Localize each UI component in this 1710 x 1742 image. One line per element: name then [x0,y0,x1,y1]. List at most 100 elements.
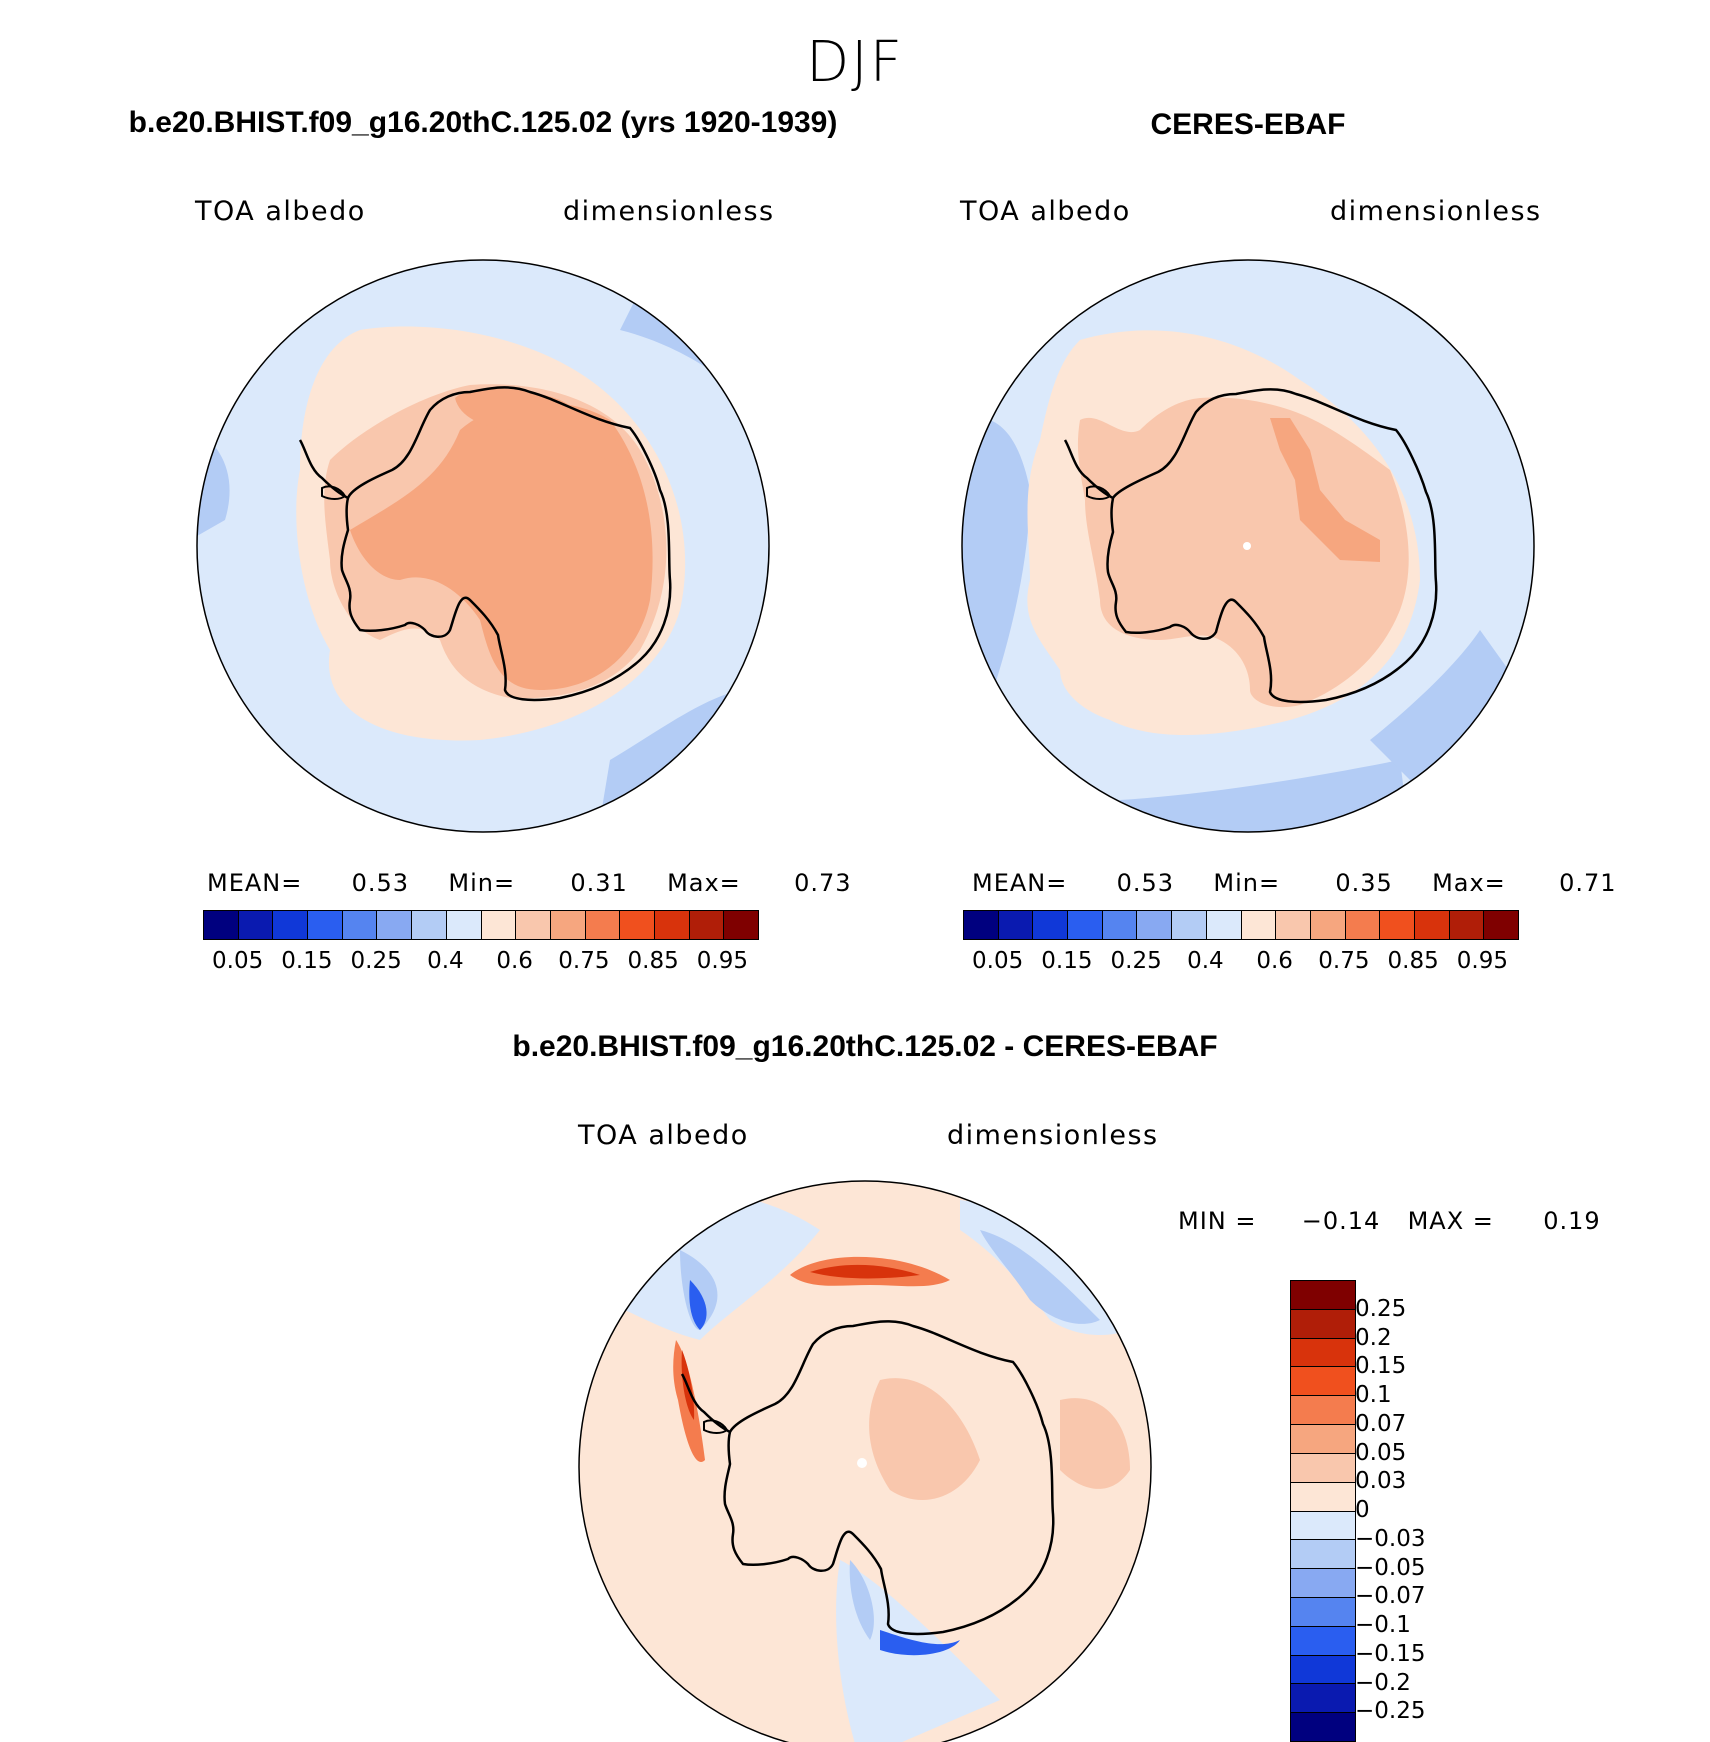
diff-colorbar-tick-label: 0.25 [1355,1295,1407,1322]
right-colorbar [963,910,1519,940]
left-colorbar-tick-label: 0.6 [496,948,533,974]
diff-colorbar-tick-label: −0.15 [1355,1640,1426,1667]
diff-colorbar-swatch [1291,1281,1355,1310]
right-colorbar-labels: 0.05 0.15 0.25 0.4 0.6 0.75 0.85 0.95 [963,948,1519,978]
right-colorbar-swatch [1380,911,1415,939]
right-colorbar-tick-label: 0.95 [1456,948,1508,974]
diff-colorbar-swatch [1291,1338,1355,1368]
right-colorbar-tick-label: 0.85 [1387,948,1439,974]
diff-colorbar-tick-label: 0.07 [1355,1410,1407,1437]
right-min-label: Min= [1213,869,1281,897]
left-colorbar-tick-label: 0.75 [558,948,610,974]
diff-panel-title: b.e20.BHIST.f09_g16.20thC.125.02 - CERES… [512,1030,1218,1063]
diff-colorbar-swatch [1291,1511,1355,1541]
left-colorbar-tick-label: 0.05 [212,948,264,974]
diff-colorbar-tick-label: 0 [1355,1497,1370,1523]
left-colorbar-tick-label: 0.95 [696,948,748,974]
diff-colorbar-swatch [1291,1540,1355,1570]
left-colorbar-swatch [620,911,655,939]
left-colorbar-swatch [446,911,482,939]
right-mean-value: 0.53 [1116,869,1175,897]
main-title: DJF [806,30,904,95]
left-colorbar-swatch [550,911,586,939]
diff-var-label: TOA albedo [578,1120,749,1151]
left-colorbar [203,910,759,940]
diff-colorbar-tick-label: 0.05 [1355,1439,1407,1466]
left-colorbar-swatch [412,911,447,939]
left-colorbar-swatch [516,911,551,939]
right-units-label: dimensionless [1330,196,1542,227]
left-max-label: Max= [667,869,741,897]
right-colorbar-swatch [1241,911,1277,939]
left-colorbar-swatch [585,911,621,939]
left-colorbar-swatch [204,911,239,939]
diff-max-value: 0.19 [1543,1207,1601,1235]
diff-colorbar-swatch [1291,1655,1355,1685]
left-colorbar-swatch [481,911,517,939]
diff-colorbar-tick-label: −0.07 [1355,1583,1426,1610]
left-colorbar-tick-label: 0.4 [427,948,464,974]
diff-colorbar-tick-label: 0.15 [1355,1353,1407,1380]
left-colorbar-swatch [342,911,378,939]
right-var-label: TOA albedo [960,196,1131,227]
diff-colorbar-swatch [1291,1684,1355,1714]
diff-colorbar-swatch [1291,1425,1355,1454]
left-colorbar-swatch [377,911,413,939]
left-colorbar-swatch [724,911,758,939]
right-colorbar-swatch [998,911,1034,939]
diff-colorbar-tick-label: −0.1 [1355,1612,1411,1638]
right-colorbar-tick-label: 0.75 [1318,948,1370,974]
right-colorbar-swatch [1484,911,1518,939]
left-mean-label: MEAN= [207,869,303,897]
right-colorbar-tick-label: 0.15 [1041,948,1093,974]
right-colorbar-tick-label: 0.25 [1110,948,1162,974]
left-colorbar-tick-label: 0.25 [350,948,402,974]
right-colorbar-swatch [1102,911,1138,939]
right-colorbar-swatch [1137,911,1173,939]
right-colorbar-swatch [1449,911,1485,939]
diff-colorbar-tick-label: 0.2 [1355,1324,1392,1351]
left-stats: MEAN= 0.53 Min= 0.31 Max= 0.73 [207,869,852,897]
right-colorbar-swatch [1172,911,1207,939]
diff-colorbar-swatch [1291,1482,1355,1512]
diff-colorbar-swatch [1291,1309,1355,1339]
left-colorbar-labels: 0.05 0.15 0.25 0.4 0.6 0.75 0.85 0.95 [203,948,759,978]
right-mean-label: MEAN= [972,869,1068,897]
right-stats: MEAN= 0.53 Min= 0.35 Max= 0.71 [972,869,1617,897]
left-colorbar-tick-label: 0.15 [281,948,333,974]
diff-colorbar-tick-label: 0.1 [1355,1382,1392,1408]
diff-colorbar-tick-label: −0.2 [1355,1669,1411,1696]
left-max-value: 0.73 [794,869,852,897]
left-panel-title: b.e20.BHIST.f09_g16.20thC.125.02 (yrs 19… [128,106,838,139]
diff-colorbar-swatch [1291,1713,1355,1741]
right-panel-title: CERES-EBAF [1150,108,1346,141]
diff-max-label: MAX = [1407,1207,1494,1235]
diff-min-value: −0.14 [1301,1207,1381,1235]
diff-colorbar-tick-label: −0.25 [1355,1698,1426,1725]
diff-colorbar-swatch [1291,1626,1355,1656]
left-colorbar-swatch [689,911,725,939]
right-colorbar-swatch [1068,911,1103,939]
diff-stats: MIN = −0.14 MAX = 0.19 [1178,1207,1601,1235]
diff-colorbar-tick-label: −0.03 [1355,1525,1426,1552]
diff-colorbar-swatch [1291,1453,1355,1483]
left-var-label: TOA albedo [195,196,366,227]
right-min-value: 0.35 [1335,869,1393,897]
diff-min-label: MIN = [1178,1207,1257,1235]
left-colorbar-swatch [273,911,309,939]
left-mean-value: 0.53 [351,869,410,897]
right-colorbar-tick-label: 0.05 [972,948,1024,974]
right-colorbar-swatch [1206,911,1242,939]
left-colorbar-swatch [238,911,274,939]
right-colorbar-tick-label: 0.4 [1187,948,1224,974]
diff-colorbar-tick-label: 0.03 [1355,1468,1407,1495]
left-min-label: Min= [448,869,516,897]
right-colorbar-tick-label: 0.6 [1256,948,1293,974]
right-colorbar-swatch [1276,911,1311,939]
right-max-value: 0.71 [1559,869,1617,897]
left-colorbar-tick-label: 0.85 [627,948,679,974]
diff-colorbar [1290,1280,1356,1742]
diff-colorbar-swatch [1291,1396,1355,1426]
left-colorbar-swatch [654,911,690,939]
diff-colorbar-tick-label: −0.05 [1355,1554,1426,1581]
